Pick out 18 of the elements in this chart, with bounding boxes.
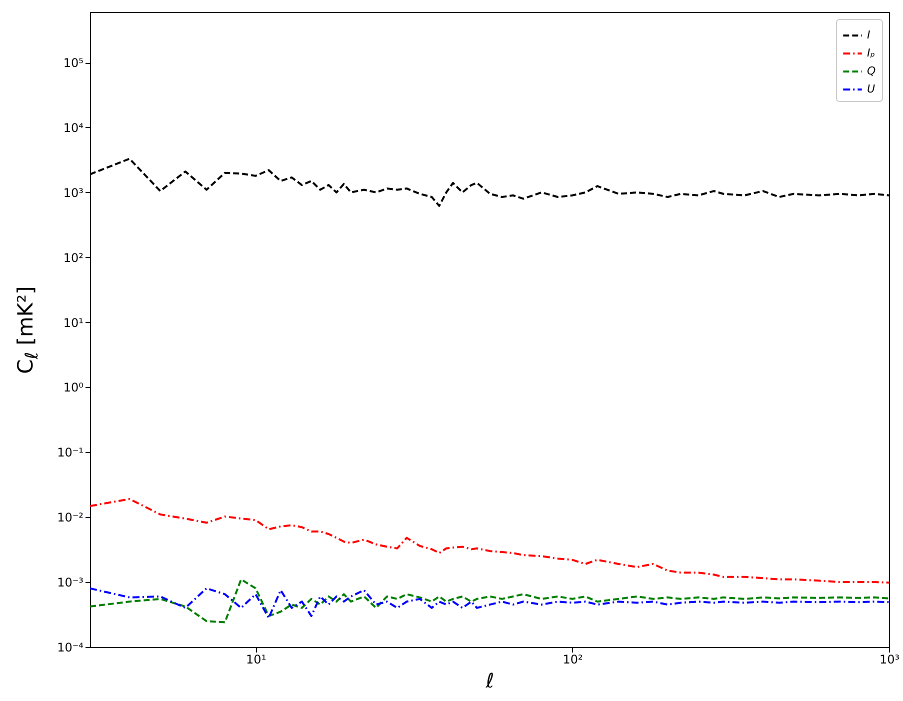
y-tick-label: 10⁵ [63, 56, 84, 70]
x-tick-label: 10¹ [246, 652, 266, 666]
legend-label: U [867, 82, 876, 96]
x-tick-label: 10³ [879, 652, 900, 666]
y-tick-label: 10³ [63, 186, 84, 200]
x-tick-label: 10² [562, 652, 584, 666]
legend-label: I [867, 28, 870, 42]
y-tick-label: 10⁰ [63, 380, 84, 395]
y-tick-label: 10² [63, 250, 84, 265]
y-tick-label: 10⁻³ [57, 576, 84, 590]
legend-label: Iₚ [867, 46, 876, 60]
y-tick-label: 10⁻¹ [57, 446, 84, 460]
y-tick-label: 10⁻⁴ [57, 640, 84, 654]
legend-label: Q [867, 64, 876, 78]
y-tick-label: 10⁻² [57, 510, 84, 525]
y-tick-label: 10¹ [63, 316, 84, 330]
x-axis-title: ℓ [484, 668, 494, 692]
y-tick-label: 10⁴ [63, 120, 84, 135]
